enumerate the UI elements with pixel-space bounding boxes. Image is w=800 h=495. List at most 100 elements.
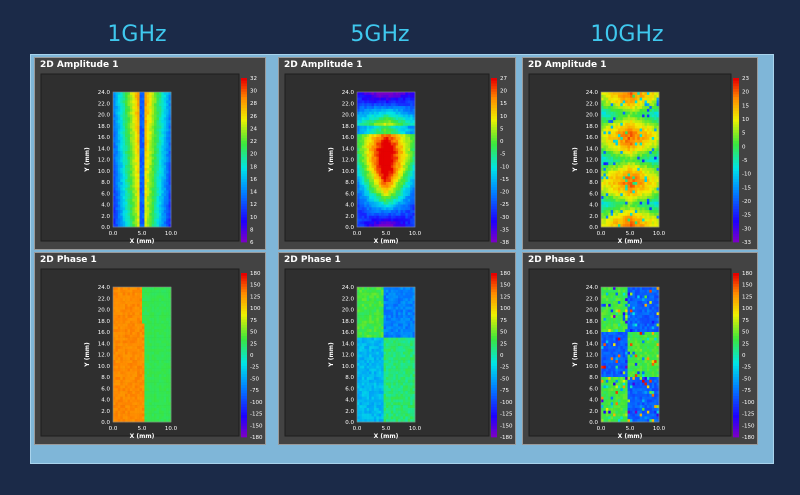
heatmap-cell [161, 413, 165, 417]
heatmap-cell [373, 153, 377, 157]
y-tick-label: 10.0 [342, 364, 355, 370]
heatmap-cell [410, 190, 413, 194]
heatmap-cell [161, 218, 165, 222]
plot-frame [356, 286, 416, 423]
heatmap-cell [115, 371, 119, 375]
heatmap-cell [166, 315, 169, 319]
heatmap-cell [412, 413, 416, 417]
heatmap-cell [163, 156, 167, 160]
heatmap-cell [144, 329, 148, 333]
heatmap-cell [127, 137, 131, 141]
heatmap-cell [383, 221, 387, 225]
heatmap-cell [156, 301, 160, 305]
heatmap-cell [163, 391, 167, 395]
colorbar-segment [491, 162, 497, 166]
heatmap-cell [393, 306, 396, 310]
heatmap-cell [139, 165, 143, 169]
heatmap-cell [373, 210, 377, 214]
heatmap-cell [383, 346, 387, 350]
heatmap-cell [376, 289, 380, 293]
heatmap-cell [381, 343, 384, 347]
heatmap-cell [132, 351, 136, 355]
heatmap-cell [371, 151, 375, 155]
heatmap-cell [117, 287, 121, 291]
heatmap-cell [122, 340, 126, 344]
heatmap-cell [388, 388, 392, 392]
heatmap-cell [376, 221, 380, 225]
heatmap-cell [117, 410, 121, 414]
heatmap-cell [369, 295, 372, 299]
heatmap-cell [410, 354, 413, 358]
heatmap-cell [393, 371, 396, 375]
heatmap-cell [117, 354, 121, 358]
heatmap-cell [154, 368, 157, 372]
heatmap-cell [398, 337, 401, 341]
heatmap-cell [117, 125, 121, 129]
colorbar-tick-label: -5 [500, 152, 506, 158]
heatmap-cell [117, 170, 121, 174]
heatmap-cell [376, 360, 380, 364]
heatmap-cell [137, 215, 140, 219]
heatmap-cell [163, 317, 167, 322]
heatmap-cell [151, 162, 155, 166]
heatmap-cell [129, 120, 133, 124]
heatmap-cell [359, 368, 363, 372]
heatmap-cell [127, 215, 131, 219]
colorbar-segment [491, 231, 497, 235]
heatmap-cell [151, 306, 155, 310]
heatmap-cell [364, 224, 367, 228]
heatmap-cell [168, 182, 172, 186]
heatmap-cell [115, 122, 119, 127]
heatmap-cell [407, 303, 411, 307]
heatmap-cell [139, 120, 143, 124]
heatmap-cell [127, 385, 131, 389]
heatmap-cell [364, 365, 367, 369]
heatmap-cell [166, 114, 169, 118]
heatmap-cell [357, 212, 360, 217]
heatmap-cell [142, 224, 145, 228]
heatmap-cell [373, 368, 377, 372]
heatmap-cell [154, 198, 157, 202]
heatmap-cell [139, 221, 143, 225]
heatmap-cell [357, 289, 360, 293]
heatmap-cell [139, 326, 143, 330]
heatmap-cell [390, 162, 394, 166]
heatmap-cell [139, 125, 143, 129]
heatmap-cell [113, 167, 116, 172]
heatmap-cell [398, 125, 401, 129]
heatmap-cell [371, 419, 375, 423]
heatmap-cell [359, 292, 363, 296]
heatmap-cell [125, 100, 128, 104]
colorbar-segment [491, 393, 497, 397]
heatmap-cell [117, 94, 121, 98]
heatmap-cell [371, 379, 375, 383]
heatmap-cell [156, 170, 160, 174]
heatmap-cell [398, 393, 401, 397]
heatmap-cell [127, 162, 131, 166]
heatmap-cell [149, 362, 152, 367]
heatmap-cell [151, 362, 155, 367]
heatmap-cell [364, 167, 367, 172]
colorbar-segment [241, 355, 247, 359]
heatmap-cell [137, 97, 140, 101]
y-tick-label: 0.0 [101, 225, 110, 231]
heatmap-cell [400, 354, 404, 358]
heatmap-cell [395, 382, 399, 386]
heatmap-cell [161, 137, 165, 141]
heatmap-cell [156, 137, 160, 141]
heatmap-cell [154, 176, 157, 180]
heatmap-cell [383, 334, 387, 338]
heatmap-cell [151, 125, 155, 129]
heatmap-cell [357, 218, 360, 222]
colorbar-segment [491, 135, 497, 139]
heatmap-cell [166, 182, 169, 186]
colorbar-tick-label: 0 [250, 353, 254, 359]
heatmap-cell [156, 410, 160, 414]
heatmap-cell [132, 289, 136, 293]
heatmap-cell [149, 190, 152, 194]
heatmap-cell [378, 114, 382, 118]
heatmap-cell [144, 196, 148, 200]
heatmap-cell [412, 215, 416, 219]
heatmap-cell [158, 145, 162, 149]
heatmap-cell [373, 142, 377, 146]
